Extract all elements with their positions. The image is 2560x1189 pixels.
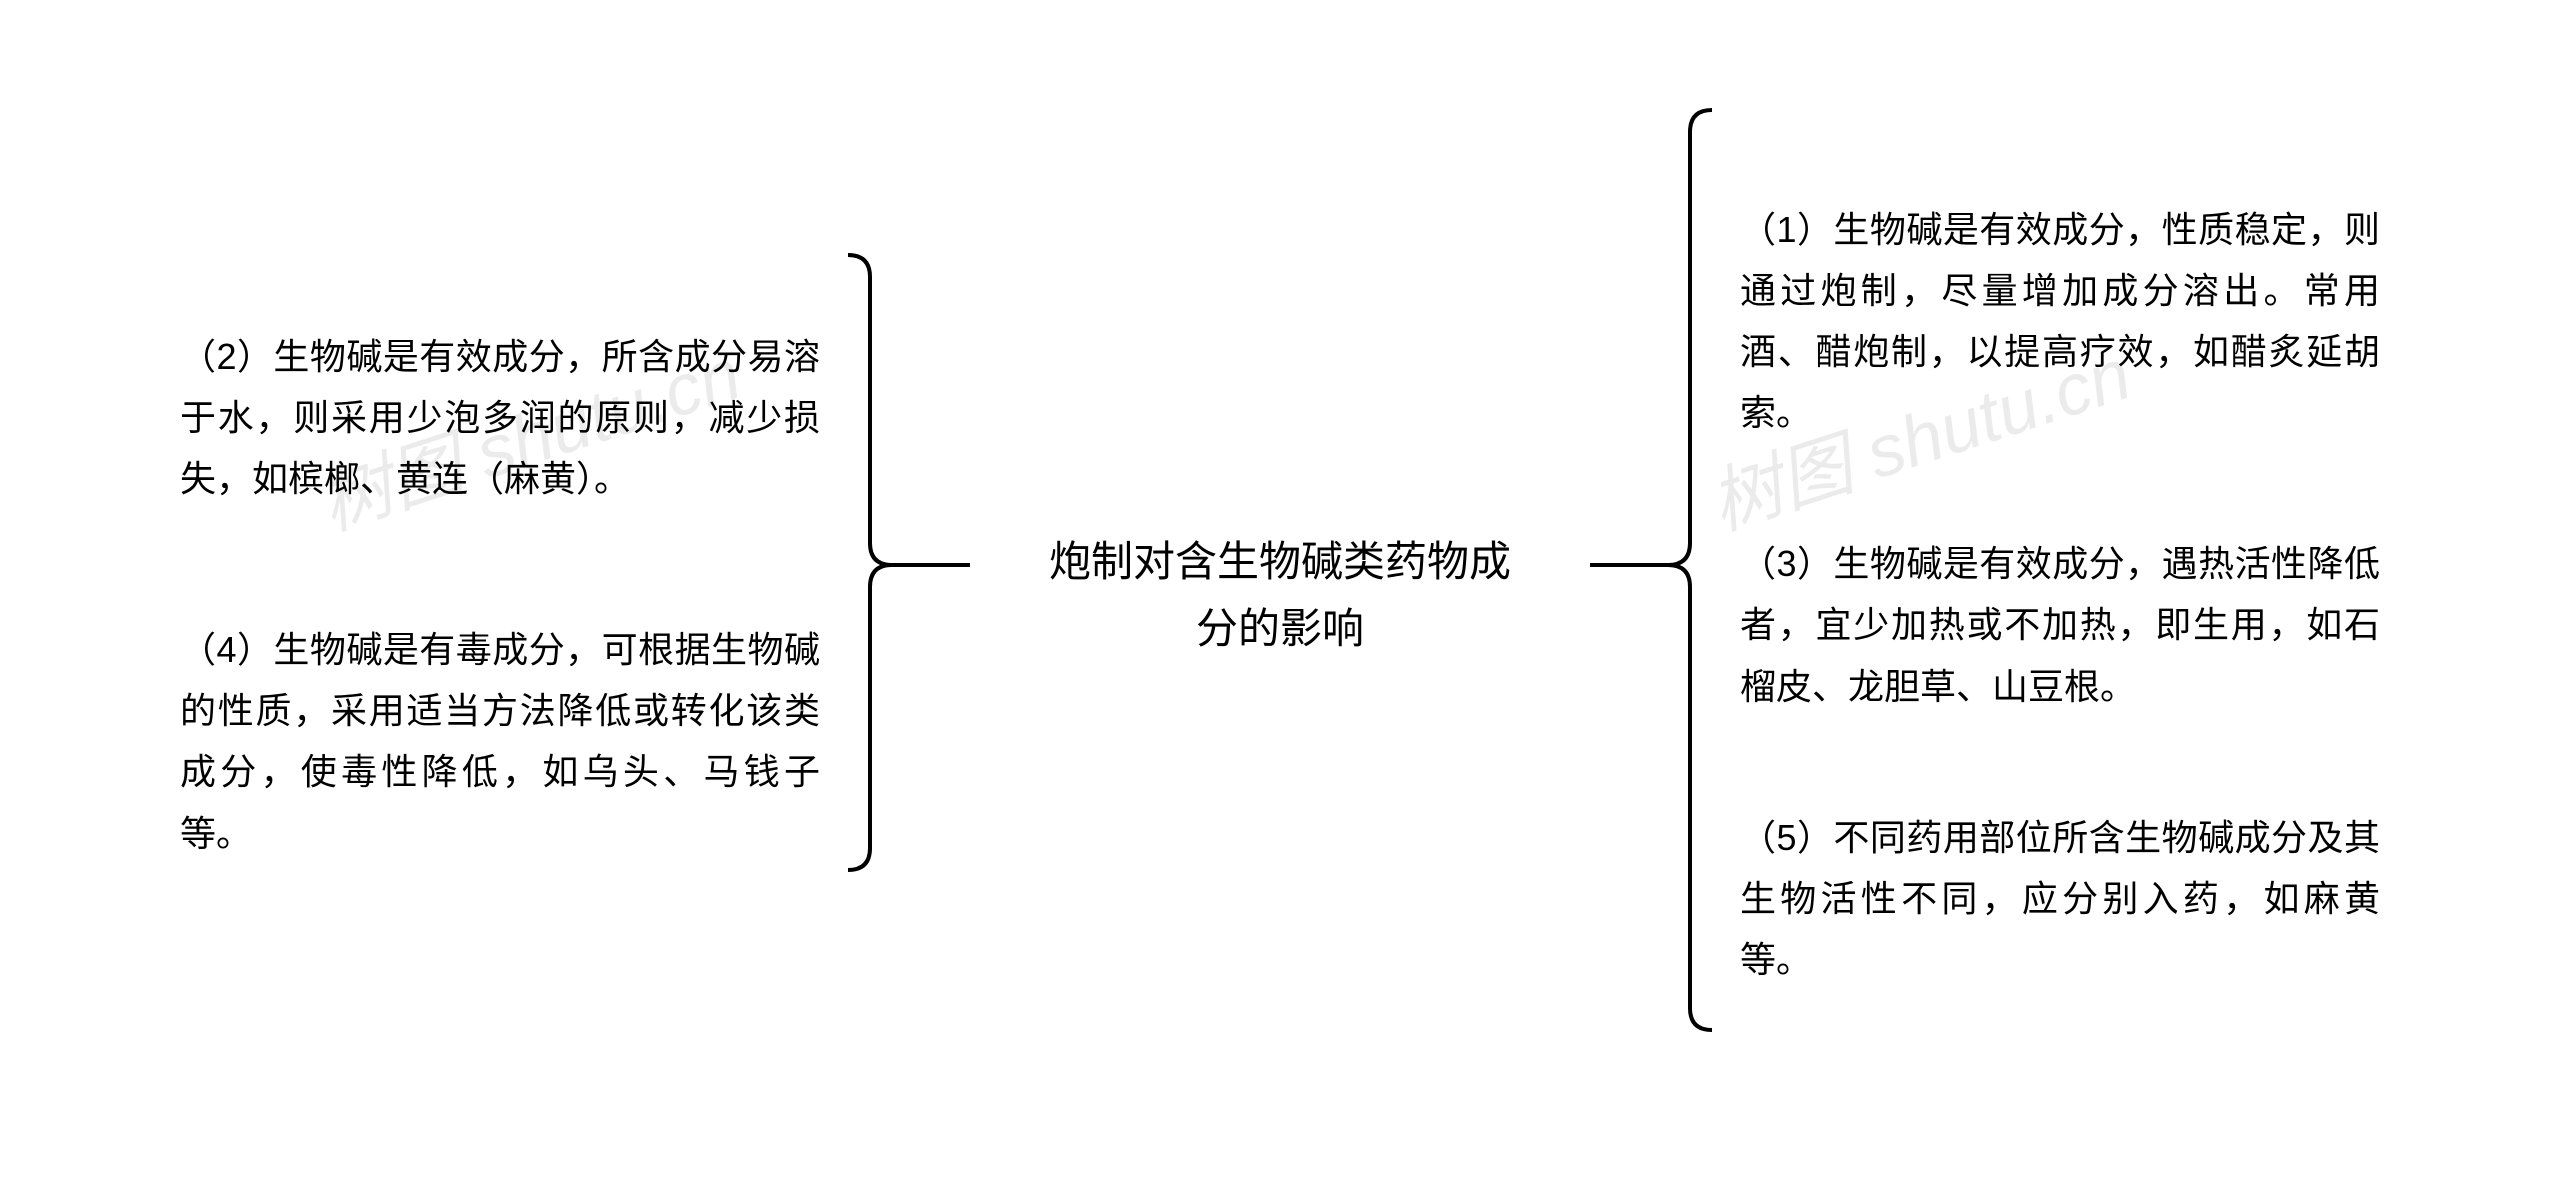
right-branches-column: （1）生物碱是有效成分，性质稳定，则通过炮制，尽量增加成分溶出。常用酒、醋炮制，… bbox=[1740, 199, 2380, 991]
right-branch-0: （1）生物碱是有效成分，性质稳定，则通过炮制，尽量增加成分溶出。常用酒、醋炮制，… bbox=[1740, 199, 2380, 444]
center-topic: 炮制对含生物碱类药物成 分的影响 bbox=[1000, 527, 1560, 661]
left-branch-1: （4）生物碱是有毒成分，可根据生物碱的性质，采用适当方法降低或转化该类成分，使毒… bbox=[180, 619, 820, 864]
mindmap-diagram: （2）生物碱是有效成分，所含成分易溶于水，则采用少泡多润的原则，减少损失，如槟榔… bbox=[0, 0, 2560, 1189]
left-branches-column: （2）生物碱是有效成分，所含成分易溶于水，则采用少泡多润的原则，减少损失，如槟榔… bbox=[180, 325, 820, 863]
left-branch-0: （2）生物碱是有效成分，所含成分易溶于水，则采用少泡多润的原则，减少损失，如槟榔… bbox=[180, 325, 820, 509]
right-branch-2: （5）不同药用部位所含生物碱成分及其生物活性不同，应分别入药，如麻黄等。 bbox=[1740, 807, 2380, 991]
right-branch-1: （3）生物碱是有效成分，遇热活性降低者，宜少加热或不加热，即生用，如石榴皮、龙胆… bbox=[1740, 533, 2380, 717]
